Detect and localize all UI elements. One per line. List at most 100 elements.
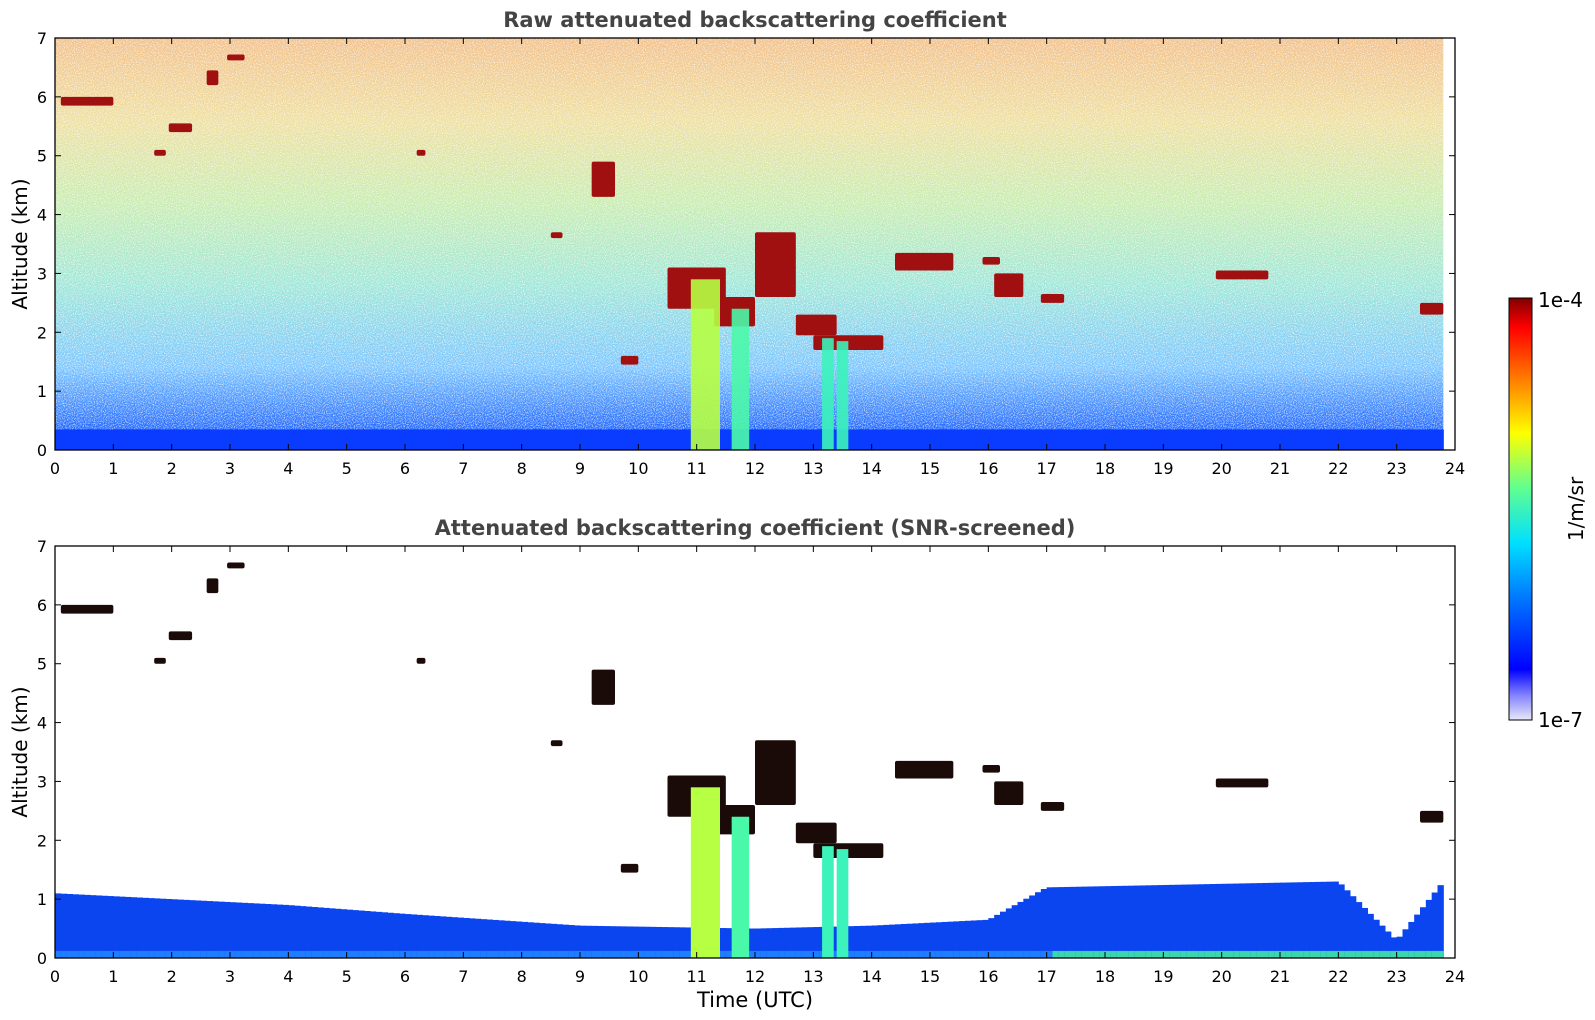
surface-layer-cell (1396, 950, 1403, 958)
boundary-layer-cell (900, 924, 908, 958)
surface-layer-cell (206, 950, 213, 958)
boundary-layer-cell (469, 918, 476, 958)
x-tick-label: 5 (342, 967, 352, 986)
boundary-layer-cell (1005, 429, 1013, 450)
surface-layer-cell (784, 950, 791, 958)
surface-layer-cell (585, 950, 593, 958)
boundary-layer-cell (1140, 885, 1147, 958)
boundary-layer-cell (200, 429, 208, 450)
surface-layer-cell (556, 950, 563, 958)
surface-layer-cell (1186, 950, 1193, 958)
boundary-layer-cell (725, 928, 733, 958)
boundary-layer-cell (685, 429, 692, 450)
snr-screened-panel: Attenuated backscattering coefficient (S… (8, 516, 1465, 1012)
boundary-layer-cell (650, 429, 657, 450)
boundary-layer-cell (1326, 429, 1333, 450)
boundary-layer-cell (813, 927, 820, 958)
boundary-layer-cell (206, 901, 213, 958)
boundary-layer-cell (935, 429, 943, 450)
boundary-layer-cell (1373, 429, 1380, 450)
boundary-layer-cell (230, 902, 237, 958)
boundary-layer-cell (1420, 907, 1427, 958)
surface-layer-cell (994, 950, 1001, 958)
surface-layer-cell (539, 950, 546, 958)
surface-layer-cell (1204, 950, 1211, 958)
boundary-layer-cell (136, 429, 143, 450)
surface-layer-cell (515, 950, 523, 958)
boundary-layer-cell (1105, 886, 1112, 958)
surface-layer-cell (1274, 950, 1281, 958)
boundary-layer-cell (1145, 885, 1153, 958)
cloud-layer (895, 252, 954, 271)
precipitation-column (731, 816, 750, 958)
surface-layer-cell (1017, 950, 1024, 958)
boundary-layer-cell (1157, 885, 1164, 958)
boundary-layer-cell (422, 915, 429, 958)
boundary-layer-cell (1040, 888, 1048, 958)
boundary-layer-cell (1075, 886, 1083, 958)
boundary-layer-cell (1344, 429, 1351, 450)
surface-layer-cell (1070, 950, 1077, 958)
boundary-layer-cell (148, 429, 155, 450)
boundary-layer-cell (661, 927, 668, 958)
boundary-layer-cell (457, 429, 464, 450)
boundary-layer-cell (265, 429, 272, 450)
boundary-layer-cell (375, 911, 383, 958)
surface-layer-cell (195, 950, 202, 958)
cloud-layer (168, 631, 193, 641)
surface-layer-cell (165, 950, 173, 958)
surface-layer-cell (1361, 950, 1368, 958)
boundary-layer-cell (1169, 884, 1176, 958)
cloud-layer (550, 740, 563, 747)
y-tick-label: 4 (37, 206, 47, 225)
boundary-layer-cell (970, 920, 978, 958)
surface-layer-cell (305, 950, 313, 958)
boundary-layer-cell (1180, 884, 1188, 958)
boundary-layer-cell (1291, 882, 1298, 958)
cloud-layer (591, 161, 615, 197)
surface-layer-cell (375, 950, 383, 958)
boundary-layer-cell (778, 429, 785, 450)
surface-layer-cell (171, 950, 178, 958)
surface-layer-cell (1233, 950, 1240, 958)
surface-layer-cell (440, 950, 447, 958)
surface-layer-cell (720, 950, 727, 958)
boundary-layer-cell (1116, 885, 1123, 958)
surface-layer-cell (405, 950, 412, 958)
boundary-layer-cell (148, 898, 155, 958)
boundary-layer-cell (270, 429, 278, 450)
boundary-layer-cell (725, 429, 733, 450)
boundary-layer-cell (60, 893, 68, 958)
boundary-layer-cell (440, 916, 447, 958)
surface-layer-cell (451, 950, 458, 958)
boundary-layer-cell (906, 923, 913, 958)
surface-layer-cell (1198, 950, 1205, 958)
boundary-layer-cell (539, 429, 546, 450)
boundary-layer-cell (224, 429, 231, 450)
surface-layer-cell (1425, 950, 1433, 958)
boundary-layer-cell (1058, 887, 1065, 958)
surface-layer-cell (177, 950, 184, 958)
x-tick-label: 6 (400, 967, 410, 986)
surface-layer-cell (247, 950, 254, 958)
y-tick-label: 0 (37, 441, 47, 460)
surface-layer-cell (1035, 950, 1042, 958)
surface-layer-cell (276, 950, 283, 958)
boundary-layer-cell (1145, 429, 1153, 450)
surface-layer-cell (364, 950, 371, 958)
boundary-layer-cell (1180, 429, 1188, 450)
boundary-layer-cell (644, 926, 651, 958)
boundary-layer-cell (434, 916, 441, 958)
boundary-layer-cell (305, 906, 313, 958)
surface-layer-cell (609, 950, 616, 958)
surface-layer-cell (527, 950, 534, 958)
boundary-layer-cell (1385, 931, 1392, 958)
surface-layer-cell (1040, 950, 1048, 958)
boundary-layer-cell (1087, 886, 1094, 958)
cloud-layer (994, 781, 1024, 805)
surface-layer-cell (212, 950, 219, 958)
boundary-layer-cell (585, 429, 593, 450)
boundary-layer-cell (282, 904, 289, 958)
x-tick-label: 21 (1270, 967, 1290, 986)
boundary-layer-cell (323, 429, 330, 450)
